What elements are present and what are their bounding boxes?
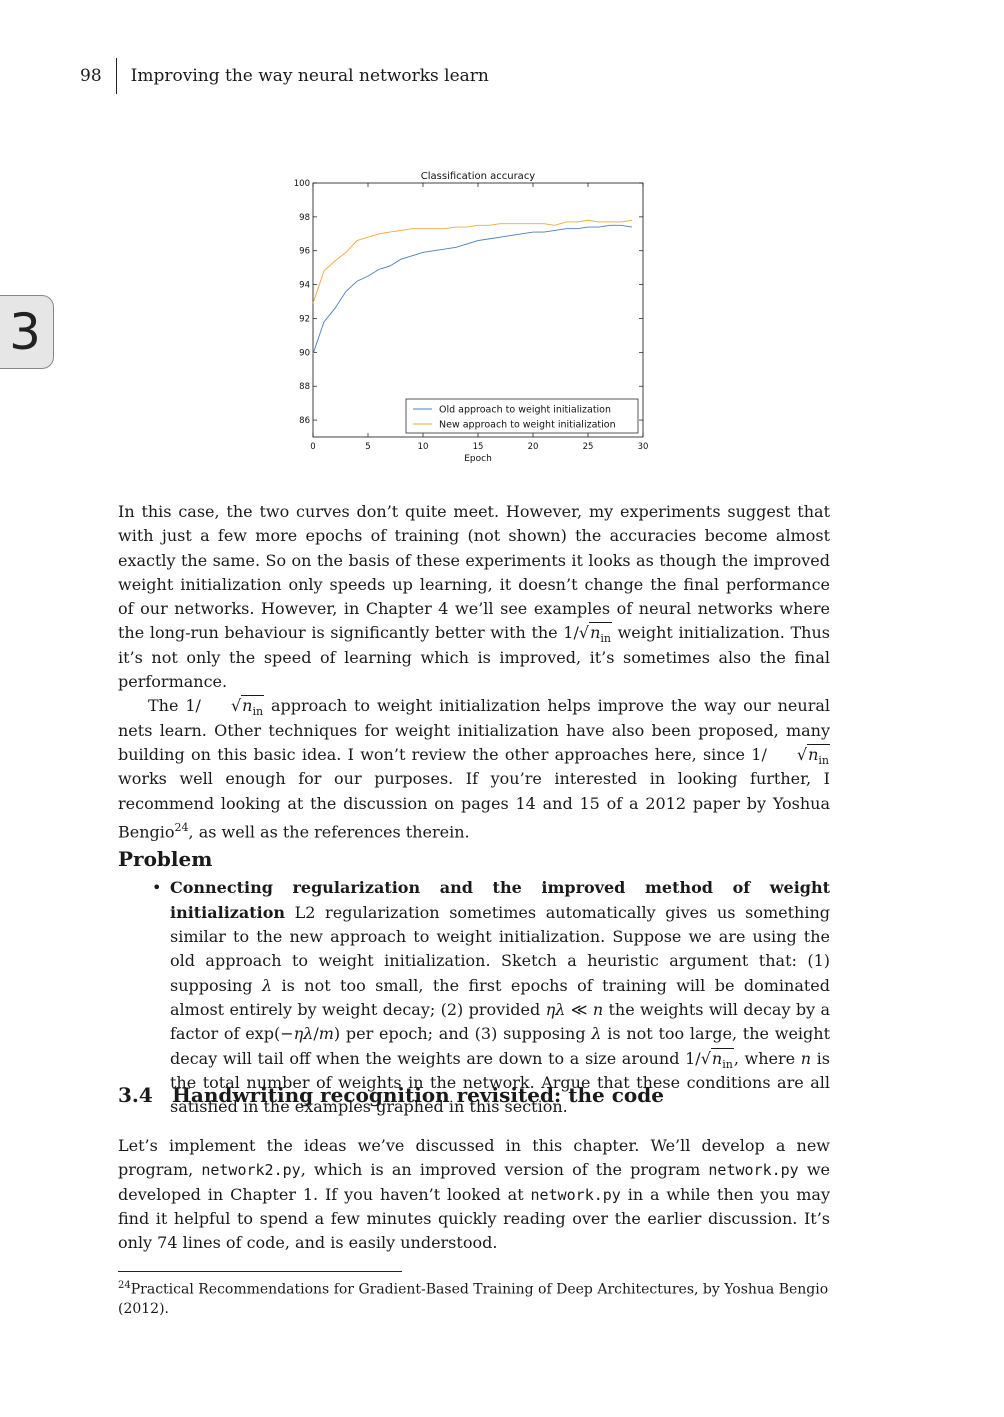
legend-box bbox=[405, 398, 639, 434]
running-header: 98 Improving the way neural networks lea… bbox=[80, 58, 489, 94]
footnote: 24Practical Recommendations for Gradient… bbox=[118, 1276, 830, 1319]
x-tick-label: 0 bbox=[310, 442, 315, 452]
code-network2: network2.py bbox=[201, 1161, 301, 1180]
code-network: network.py bbox=[708, 1161, 799, 1180]
paragraph-2: The 1/√nin approach to weight initializa… bbox=[118, 695, 830, 842]
chapter-number: 3 bbox=[9, 303, 41, 361]
legend-label: Old approach to weight initialization bbox=[439, 405, 611, 416]
footnote-ref: 24 bbox=[174, 820, 189, 834]
section-title: Handwriting recognition revisited: the c… bbox=[172, 1083, 664, 1107]
x-tick-label: 20 bbox=[528, 442, 539, 452]
series-line-2 bbox=[312, 219, 633, 304]
y-tick-label: 98 bbox=[299, 213, 310, 223]
x-axis-label: Epoch bbox=[464, 454, 492, 464]
section-number: 3.4 bbox=[118, 1083, 153, 1107]
x-tick-label: 15 bbox=[473, 442, 484, 452]
chapter-thumb-tab: 3 bbox=[0, 295, 54, 369]
y-tick-label: 86 bbox=[299, 416, 310, 426]
chart-title: Classification accuracy bbox=[421, 171, 536, 182]
header-divider bbox=[115, 58, 117, 94]
problem-heading: Problem bbox=[118, 847, 213, 872]
y-tick-label: 88 bbox=[299, 382, 310, 392]
paragraph-1: In this case, the two curves don’t quite… bbox=[118, 502, 831, 692]
problem-title: Connecting regularization and the improv… bbox=[170, 878, 830, 922]
problem-item: Connecting regularization and the improv… bbox=[152, 876, 830, 1119]
x-tick-label: 30 bbox=[638, 442, 649, 452]
body-text: In this case, the two curves don’t quite… bbox=[118, 500, 830, 1119]
x-tick-label: 25 bbox=[583, 442, 594, 452]
page-number: 98 bbox=[80, 66, 102, 86]
y-tick-label: 100 bbox=[294, 179, 310, 189]
x-tick-label: 5 bbox=[365, 442, 370, 452]
math-inv-sqrt-n-in: 1/√nin bbox=[563, 622, 612, 646]
y-tick-label: 90 bbox=[299, 348, 310, 358]
math-inv-sqrt-n-in: 1/√nin bbox=[685, 1047, 734, 1071]
footnote-mark: 24 bbox=[118, 1280, 131, 1291]
accuracy-chart: Classification accuracy 0 5 10 15 20 25 30 86 88 9… bbox=[294, 171, 649, 464]
math-inv-sqrt-n-in: 1/√nin bbox=[751, 743, 830, 768]
math-inv-sqrt-n-in: 1/√nin bbox=[185, 695, 265, 719]
legend-label: New approach to weight initialization bbox=[439, 420, 616, 431]
x-tick-label: 10 bbox=[418, 442, 429, 452]
footnote-rule bbox=[118, 1271, 402, 1272]
y-tick-label: 94 bbox=[299, 281, 310, 291]
section-heading: 3.4 Handwriting recognition revisited: th… bbox=[118, 1083, 664, 1107]
section-body: Let’s implement the ideas we’ve discusse… bbox=[118, 1134, 830, 1255]
footnote-text: Practical Recommendations for Gradient-B… bbox=[118, 1281, 829, 1317]
running-title: Improving the way neural networks learn bbox=[130, 66, 489, 86]
y-tick-label: 92 bbox=[299, 314, 310, 324]
y-tick-label: 96 bbox=[299, 247, 310, 257]
code-network: network.py bbox=[530, 1185, 621, 1204]
problem-list: Connecting regularization and the improv… bbox=[118, 876, 830, 1119]
series-line-1 bbox=[312, 224, 633, 355]
paragraph-3: Let’s implement the ideas we’ve discusse… bbox=[118, 1136, 831, 1253]
